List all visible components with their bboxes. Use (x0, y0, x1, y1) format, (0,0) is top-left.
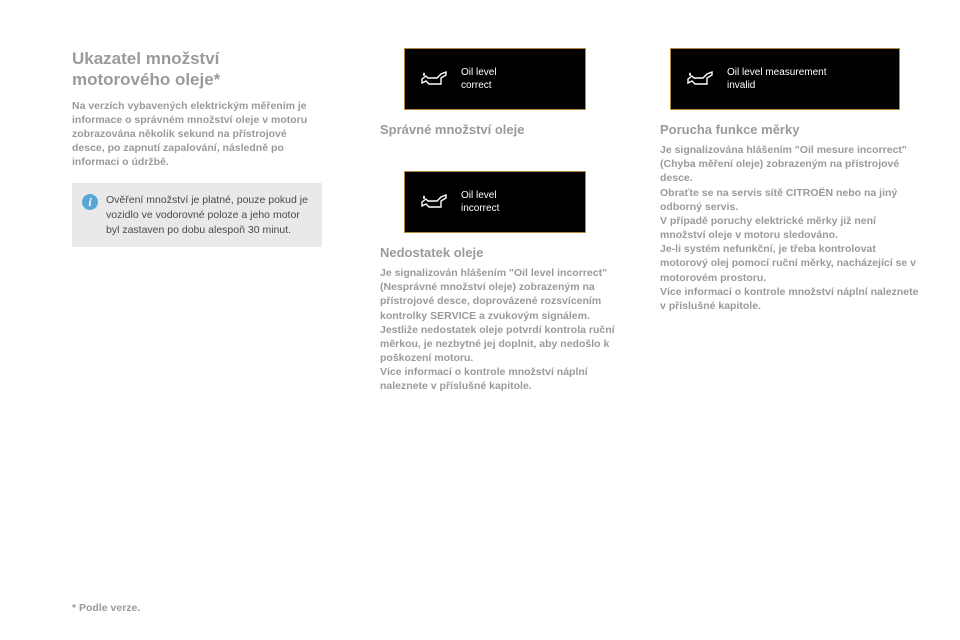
intro-text: Na verzích vybavených elektrickým měření… (72, 99, 322, 170)
oil-can-icon (419, 193, 449, 211)
display-oil-incorrect: Oil level incorrect (404, 171, 586, 233)
display-line1: Oil level (461, 190, 497, 201)
subhead-lack: Nedostatek oleje (380, 245, 630, 260)
display-line2: correct (461, 80, 492, 91)
subhead-fault: Porucha funkce měrky (660, 122, 920, 137)
body-lack-3: Více informací o kontrole množství nápln… (380, 365, 630, 393)
display-oil-correct: Oil level correct (404, 48, 586, 110)
oil-can-icon (685, 70, 715, 88)
body-lack-2: Jestliže nedostatek oleje potvrdí kontro… (380, 323, 630, 366)
fault-p5: Více informací o kontrole množství nápln… (660, 285, 920, 313)
right-column: Oil level measurement invalid Porucha fu… (660, 48, 920, 313)
display-line2: incorrect (461, 203, 499, 214)
display-line2: invalid (727, 80, 755, 91)
page-title: Ukazatel množství motorového oleje* (72, 48, 312, 91)
footnote: * Podle verze. (72, 602, 140, 614)
middle-column: Oil level correct Správné množství oleje… (380, 48, 630, 394)
display-text: Oil level correct (461, 66, 497, 92)
fault-p1: Je signalizována hlášením "Oil mesure in… (660, 143, 920, 186)
fault-p2: Obraťte se na servis sítě CITROËN nebo n… (660, 186, 920, 214)
display-oil-invalid: Oil level measurement invalid (670, 48, 900, 110)
display-text: Oil level measurement invalid (727, 66, 826, 92)
display-line1: Oil level measurement (727, 67, 826, 78)
fault-p4: Je-li systém nefunkční, je třeba kontrol… (660, 242, 920, 285)
display-line1: Oil level (461, 67, 497, 78)
display-text: Oil level incorrect (461, 189, 499, 215)
body-lack-1: Je signalizován hlášením "Oil level inco… (380, 266, 630, 323)
subhead-correct: Správné množství oleje (380, 122, 630, 137)
fault-p3: V případě poruchy elektrické měrky již n… (660, 214, 920, 242)
info-box: i Ověření množství je platné, pouze poku… (72, 183, 322, 247)
info-icon: i (82, 194, 98, 210)
info-text: Ověření množství je platné, pouze pokud … (106, 193, 310, 237)
oil-can-icon (419, 70, 449, 88)
